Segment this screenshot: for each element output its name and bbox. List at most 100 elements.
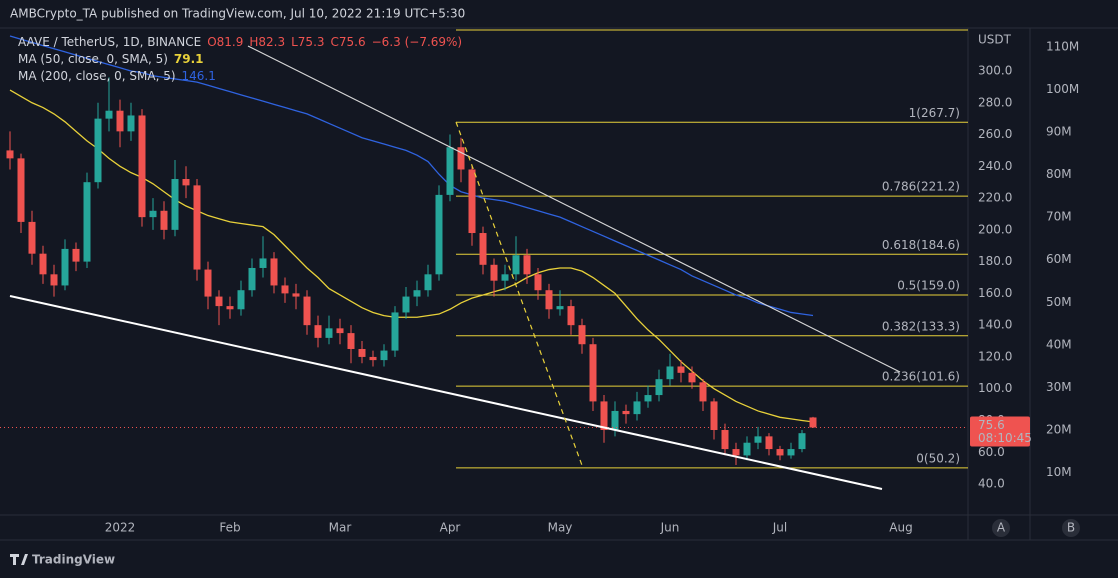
candle-body [765,436,773,450]
candle-body [754,436,762,443]
candle-body [732,449,740,456]
ohlc-change: −6.3 (−7.69%) [372,35,463,49]
candle-body [490,264,498,281]
candle-body [347,333,355,349]
candle-body [204,269,212,297]
bar-countdown: 08:10:45 [978,431,1032,445]
candle-body [160,210,168,230]
candle-body [171,179,179,230]
publish-header: AMBCrypto_TA published on TradingView.co… [10,7,465,21]
button-b[interactable] [1062,519,1080,537]
candle-body [259,258,267,268]
candle-body [402,296,410,313]
y-tick-label: 260.0 [978,127,1012,141]
legend-value: 146.1 [182,69,216,83]
y-tick-label: 300.0 [978,63,1012,77]
candle-body [435,194,443,275]
y2-tick-label: 30M [1046,380,1072,394]
x-tick-label: Apr [440,521,461,535]
x-tick-label: May [548,521,573,535]
ohlc: C75.6 [331,35,366,49]
candle-body [501,274,509,281]
resistance-trendline [247,45,901,373]
y2-tick-label: 90M [1046,125,1072,139]
x-tick-label: 2022 [105,521,136,535]
fib-label: 0.618(184.6) [882,238,960,252]
brand[interactable]: TradingView [32,553,115,567]
candle-body [94,118,102,183]
candle-body [149,210,157,218]
candle-body [743,442,751,456]
y-tick-label: 180.0 [978,254,1012,268]
candle-body [446,147,454,195]
y-tick-label: 220.0 [978,191,1012,205]
button-a[interactable] [992,519,1010,537]
ma200-legend: MA (200, close, 0, SMA, 5) 146.1 [18,69,216,83]
candle-body [776,449,784,456]
candle-body [798,433,806,450]
candle-body [556,306,564,310]
candle-body [633,401,641,415]
candle-body [479,233,487,265]
candle-body [391,312,399,351]
candle-body [116,110,124,132]
x-tick-label: Mar [329,521,352,535]
candle-body [226,306,234,310]
candle-body [325,328,333,338]
candle-body [182,179,190,186]
x-tick-label: Jul [772,521,787,535]
ohlc: L75.3 [291,35,324,49]
candle-body [270,258,278,286]
button-a-label[interactable]: A [997,521,1006,535]
y2-tick-label: 80M [1046,167,1072,181]
fib-label: 0.5(159.0) [897,278,960,292]
candle-body [138,115,146,218]
y2-tick-label: 10M [1046,465,1072,479]
candle-body [28,221,36,254]
x-tick-label: Feb [219,521,240,535]
candle-body [655,379,663,396]
legend-label: MA (200, close, 0, SMA, 5) [18,69,176,83]
x-tick-label: Aug [889,521,912,535]
candle-body [369,356,377,361]
button-b-label[interactable]: B [1067,521,1075,535]
legend-label: MA (50, close, 0, SMA, 5) [18,52,168,66]
candle-body [83,182,91,262]
y2-tick-label: 70M [1046,210,1072,224]
symbol-legend: AAVE / TetherUS, 1D, BINANCE O81.9 H82.3 L7… [18,35,462,49]
y-tick-label: 120.0 [978,349,1012,363]
candle-body [677,366,685,373]
last-price-tag: 75.608:10:45 [970,416,1032,447]
candle-body [50,274,58,286]
candle-body [512,255,520,275]
candle-body [468,169,476,234]
candle-body [644,395,652,402]
y2-tick-label: 50M [1046,295,1072,309]
last-price: 75.6 [978,418,1005,432]
support-trendline [9,295,883,490]
symbol: AAVE / TetherUS, 1D, BINANCE [18,35,201,49]
y-tick-label: 240.0 [978,159,1012,173]
ohlc: H82.3 [249,35,285,49]
candle-body [721,430,729,450]
fib-label: 0.236(101.6) [882,370,960,384]
candle-body [611,410,619,431]
y-tick-label: 40.0 [978,477,1005,491]
candle-body [710,401,718,431]
y-unit: USDT [978,33,1012,47]
candle-body [424,274,432,291]
candle-body [622,410,630,415]
candle-body [105,110,113,119]
candle-body [281,285,289,294]
candle-body [787,449,795,456]
y-tick-label: 200.0 [978,222,1012,236]
moving-average-line [9,35,814,317]
candle-body [358,348,366,357]
candle-body [314,325,322,338]
candle-body [193,185,201,270]
last-price-box [970,416,1030,447]
candle-body [523,255,531,275]
candle-body [589,344,597,402]
